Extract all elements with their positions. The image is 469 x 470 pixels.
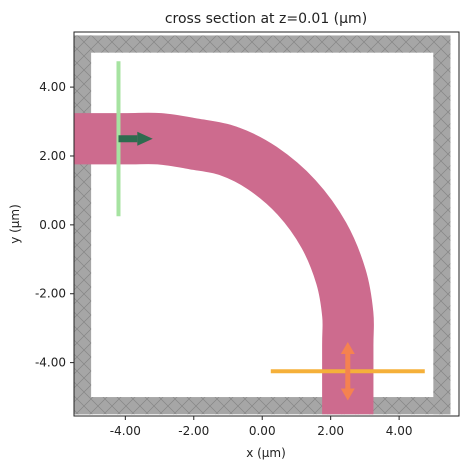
monitor-arrow-head-down [340,388,355,401]
waveguide-bend [74,112,374,415]
x-tick-label: 0.00 [249,424,276,438]
y-axis: -4.00 -2.00 0.00 2.00 4.00 [35,80,74,370]
source-arrow-head [137,131,153,146]
y-tick-label: 0.00 [39,218,66,232]
plot-frame [73,31,460,417]
x-axis: -4.00 -2.00 0.00 2.00 4.00 [110,416,413,438]
plot-area [73,31,460,417]
monitor-arrow-head-up [340,341,355,354]
pml-right-hatch [433,35,451,415]
pml-regions [74,35,451,415]
y-tick-label: -2.00 [35,287,66,301]
x-tick-label: -2.00 [178,424,209,438]
y-tick-label: 4.00 [39,80,66,94]
y-tick-label: 2.00 [39,149,66,163]
x-axis-label: x (μm) [246,446,286,460]
y-axis-label: y (μm) [8,204,22,244]
monitor-direction-arrow [340,341,355,401]
pml-left-hatch [74,35,92,415]
pml-top-hatch [74,35,451,53]
x-tick-label: 2.00 [317,424,344,438]
pml-bottom-hatch [74,397,451,415]
plot-background [74,32,459,416]
source-direction-arrow [118,131,153,146]
x-tick-label: -4.00 [110,424,141,438]
chart-title: cross section at z=0.01 (μm) [165,11,367,27]
y-tick-label: -4.00 [35,356,66,370]
x-tick-label: 4.00 [386,424,413,438]
